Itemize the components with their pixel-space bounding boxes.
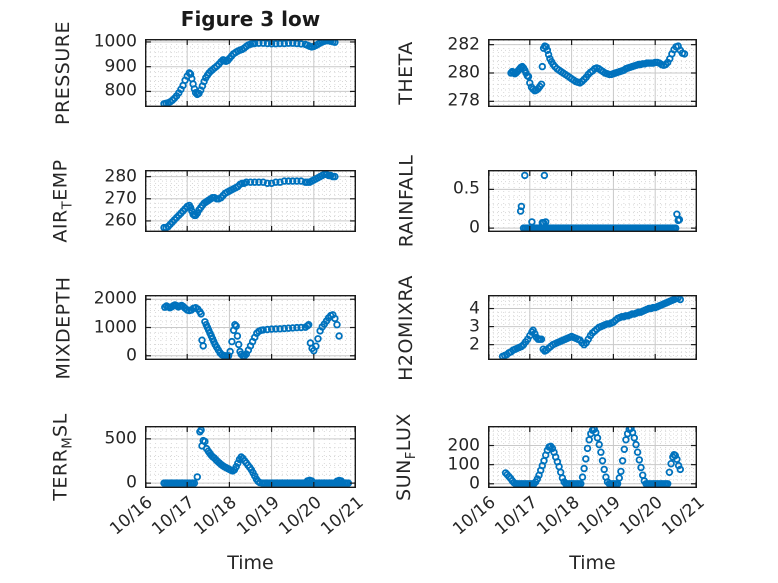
y-axis-label-air-temp: AIRTEMP: [50, 159, 76, 242]
y-axis-label-text: SL: [50, 413, 73, 437]
y-axis-label-h2omixra: H2OMIXRA: [395, 275, 417, 381]
subplot-sun-flux: 200 100 0 SUNFLUX 10/16 10/17 10/18 10/19 10/20 1…: [393, 413, 709, 574]
y-axis-label-wrap: TERRMSL: [47, 413, 79, 500]
x-axis-label: Time: [569, 552, 616, 574]
y-tick-label: 100: [447, 454, 480, 475]
y-axis-label-text: THETA: [395, 41, 417, 105]
plot-area-pressure: [145, 39, 356, 107]
plot-area-air-temp: [145, 170, 356, 232]
y-axis-label-wrap: H2OMIXRA: [390, 275, 422, 381]
y-tick-label: 500: [104, 428, 137, 449]
y-tick-label: 1000: [93, 31, 137, 52]
y-tick-label: 278: [447, 90, 480, 111]
y-tick-label: 0.5: [452, 178, 480, 199]
plot-area-mixdepth: [145, 295, 356, 360]
subplot-pressure: 1000 900 800 PRESSURE: [52, 21, 356, 125]
y-axis-label-pressure: PRESSURE: [52, 21, 74, 125]
y-tick-label: 280: [447, 62, 480, 83]
y-axis-label-subscript: F: [404, 451, 420, 460]
plot-area-h2omixra: [488, 295, 697, 360]
y-tick-label: 800: [104, 80, 137, 101]
subplot-mixdepth: 2000 1000 0 MIXDEPTH: [52, 276, 356, 379]
y-axis-label-wrap: RAINFALL: [390, 155, 422, 248]
data-markers-mixdepth: [161, 301, 343, 360]
y-tick-label: 0: [126, 472, 137, 493]
y-axis-label-text: EMP: [50, 159, 72, 201]
y-tick-label: 280: [104, 166, 137, 187]
y-axis-label-subscript: T: [61, 200, 76, 210]
y-tick-label: 900: [104, 56, 137, 77]
subplot-h2omixra: 4 3 2 H2OMIXRA: [395, 275, 697, 380]
data-markers-h2omixra: [498, 295, 684, 360]
y-axis-label-text: SUN: [393, 459, 416, 501]
y-axis-label-text: LUX: [393, 413, 416, 452]
y-tick-label: 1000: [93, 317, 137, 337]
y-tick-label: 0: [126, 345, 137, 366]
y-axis-label-wrap: AIRTEMP: [47, 159, 79, 242]
y-tick-label: 282: [447, 34, 480, 55]
y-axis-label-text: PRESSURE: [52, 21, 74, 125]
data-markers-pressure: [160, 39, 339, 107]
y-axis-label-wrap: MIXDEPTH: [47, 276, 79, 379]
y-axis-label-wrap: PRESSURE: [47, 21, 79, 125]
y-axis-label-wrap: THETA: [390, 39, 422, 107]
y-axis-label-mixdepth: MIXDEPTH: [52, 276, 74, 379]
subplot-air-temp: 280 270 260 AIRTEMP: [50, 159, 356, 243]
subplot-theta: 282 280 278 THETA: [395, 36, 697, 109]
subplot-terr-msl: 500 0 TERRMSL 10/16 10/17 10/18 10/19 10/20 10/2…: [50, 413, 368, 574]
y-axis-label-text: H2OMIXRA: [395, 274, 417, 381]
x-axis-label: Time: [227, 552, 274, 574]
y-axis-label-text: RAINFALL: [395, 154, 418, 248]
data-markers-air-temp: [160, 170, 339, 232]
y-tick-label: 270: [104, 188, 137, 209]
y-axis-label-subscript: M: [61, 436, 77, 449]
y-axis-label-rainfall: RAINFALL: [395, 155, 417, 248]
plot-area-sun-flux: [488, 426, 697, 488]
y-tick-label: 4: [469, 298, 480, 319]
y-tick-label: 2: [469, 334, 480, 355]
figure-title: Figure 3 low: [180, 7, 321, 31]
y-tick-label: 0: [469, 473, 480, 494]
y-axis-label-sun-flux: SUNFLUX: [393, 413, 419, 501]
y-axis-label-wrap: SUNFLUX: [390, 413, 422, 501]
y-tick-label: 0: [469, 217, 480, 238]
plot-area-terr-msl: [145, 426, 356, 488]
subplot-rainfall: 0.5 0 RAINFALL: [395, 155, 697, 247]
y-axis-label-text: AIR: [50, 209, 72, 243]
y-tick-label: 260: [104, 210, 137, 231]
y-axis-label-text: MIXDEPTH: [52, 276, 74, 379]
y-tick-label: 200: [447, 435, 480, 456]
y-axis-label-terr-msl: TERRMSL: [50, 413, 76, 500]
y-axis-label-theta: THETA: [395, 41, 417, 105]
data-markers-theta: [507, 42, 689, 95]
plot-area-theta: [488, 39, 697, 107]
y-tick-label: 2000: [93, 288, 137, 309]
plot-area-rainfall: [488, 170, 697, 232]
y-axis-label-text: TERR: [50, 448, 73, 501]
y-tick-label: 3: [469, 316, 480, 337]
